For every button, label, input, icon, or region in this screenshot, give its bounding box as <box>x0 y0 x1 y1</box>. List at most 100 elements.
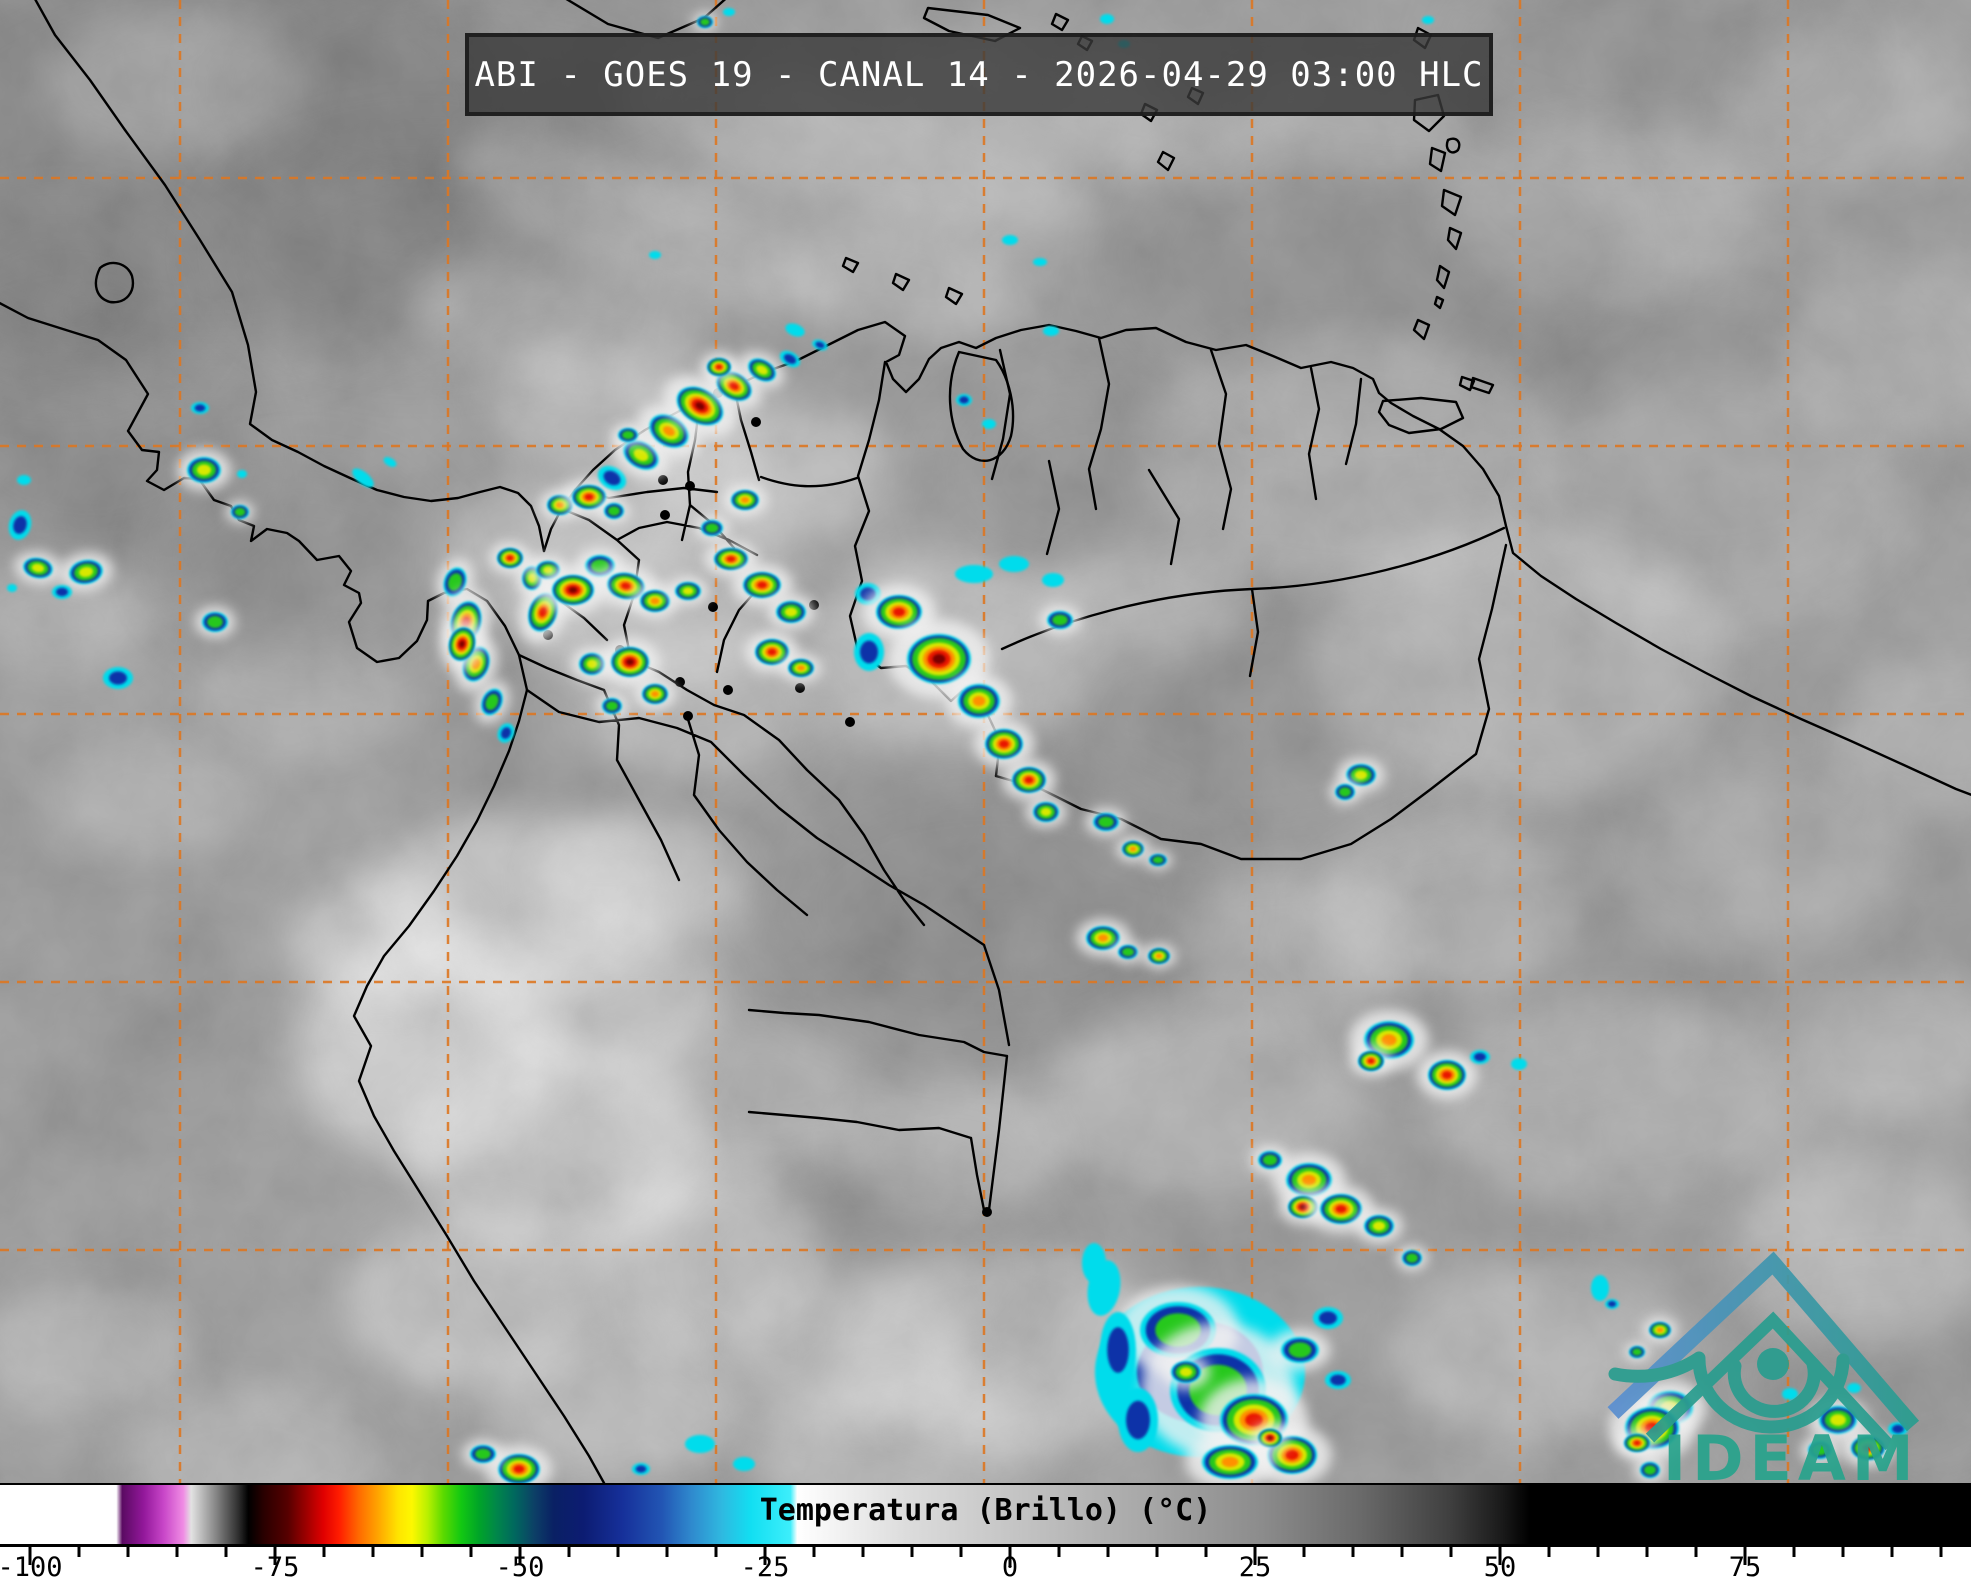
convective-cell <box>596 693 628 719</box>
cell-level-1 <box>649 251 661 259</box>
city-dot <box>685 481 695 491</box>
cell-level-4 <box>1372 1221 1386 1231</box>
convective-cell <box>945 673 1013 729</box>
cell-level-6 <box>1367 1058 1375 1064</box>
cell-level-6 <box>1335 1205 1347 1213</box>
convective-cell <box>1043 326 1059 336</box>
convective-cell <box>612 423 644 447</box>
tick-label: -75 <box>251 1552 300 1577</box>
cell-level-4 <box>1040 807 1052 817</box>
colorbar-gradient <box>0 1483 1971 1547</box>
cell-level-1 <box>1511 1058 1527 1070</box>
cell-level-3 <box>485 693 499 711</box>
convective-cell <box>462 1439 504 1469</box>
cell-level-4 <box>756 365 768 375</box>
cell-level-3 <box>1406 1253 1418 1263</box>
title-text: ABI - GOES 19 - CANAL 14 - 2026-04-29 03… <box>474 54 1484 95</box>
cell-level-3 <box>1122 947 1134 957</box>
cell-level-5 <box>1097 934 1109 942</box>
cell-level-3 <box>1098 816 1114 828</box>
cell-level-5 <box>740 497 750 503</box>
convective-cell <box>440 617 484 671</box>
cell-level-5 <box>797 665 805 671</box>
convective-cell <box>667 576 709 606</box>
convective-cell <box>1605 1299 1619 1309</box>
cell-level-2 <box>783 354 797 364</box>
logo-mountain-inner <box>1645 1311 1895 1451</box>
cell-level-6 <box>1863 1444 1873 1452</box>
cell-level-2 <box>500 727 512 739</box>
convective-cell <box>598 498 630 524</box>
convective-cell <box>225 500 255 524</box>
cell-level-1 <box>1042 573 1064 587</box>
cell-level-2 <box>56 587 68 597</box>
convective-cell <box>1511 1058 1527 1070</box>
cell-level-5 <box>1155 953 1163 959</box>
convective-cell <box>1847 1383 1861 1393</box>
convective-cell <box>1782 1388 1798 1400</box>
cell-level-3 <box>1152 856 1164 864</box>
convective-cell <box>632 1463 650 1475</box>
cell-level-2 <box>959 396 969 404</box>
cell-level-6 <box>767 648 777 656</box>
convective-cell <box>692 12 718 32</box>
convective-cell <box>973 720 1035 768</box>
cell-level-2 <box>109 671 127 685</box>
city-dot <box>675 677 685 687</box>
convective-cell <box>1082 1243 1106 1283</box>
tick-label: 75 <box>1729 1552 1762 1577</box>
convective-cell <box>1634 1457 1666 1483</box>
cell-level-6 <box>539 606 547 618</box>
cell-level-2 <box>1330 1374 1346 1386</box>
cell-level-2 <box>603 470 621 486</box>
convective-cell <box>1313 1307 1343 1329</box>
cell-level-6 <box>999 740 1009 748</box>
city-dot <box>683 711 693 721</box>
convective-cell <box>733 1457 755 1471</box>
cell-level-1 <box>7 584 17 592</box>
convective-cell <box>1001 759 1057 801</box>
cell-level-1 <box>1422 16 1434 24</box>
temperature-colorbar: Temperatura (Brillo) (°C) -100 -75 -50 -25 0… <box>0 1483 1971 1577</box>
convective-cell <box>982 419 996 429</box>
logo-spiral-eye <box>1757 1348 1789 1380</box>
cell-level-5 <box>650 597 660 605</box>
convective-cell <box>1085 807 1127 837</box>
cell-level-3 <box>475 1448 491 1460</box>
cell-level-1 <box>1082 1243 1106 1283</box>
tick-label: -100 <box>0 1552 63 1577</box>
cell-level-7 <box>626 659 634 665</box>
cell-level-1 <box>1043 326 1059 336</box>
cell-level-3 <box>591 559 609 573</box>
convective-cell <box>1250 1145 1290 1175</box>
convective-cell <box>854 633 884 671</box>
cell-level-5 <box>651 691 659 697</box>
cell-level-1 <box>383 457 397 467</box>
cell-level-7 <box>695 402 705 410</box>
cell-level-2 <box>194 404 206 412</box>
convective-cell <box>1039 605 1081 635</box>
cell-level-4 <box>78 566 94 578</box>
convective-cell <box>631 583 679 619</box>
cell-level-6 <box>621 582 631 590</box>
border-path <box>94 261 135 304</box>
convective-cell <box>1100 1312 1136 1388</box>
cell-level-1 <box>17 475 31 485</box>
convective-cell <box>103 667 133 689</box>
cell-level-3 <box>700 18 710 26</box>
city-dot <box>658 475 668 485</box>
cell-level-1 <box>1033 258 1047 266</box>
convective-cell <box>1269 1329 1331 1371</box>
cell-level-6 <box>757 581 767 589</box>
convective-cell <box>956 394 972 406</box>
cell-level-5 <box>1129 846 1137 852</box>
convective-cell <box>14 551 62 585</box>
cell-level-1 <box>1847 1383 1861 1393</box>
convective-cell <box>1115 836 1151 862</box>
city-dot <box>795 683 805 693</box>
border-path <box>517 384 1011 1047</box>
city-dot <box>723 685 733 695</box>
convective-cell <box>597 465 627 491</box>
cell-level-2 <box>815 341 825 349</box>
